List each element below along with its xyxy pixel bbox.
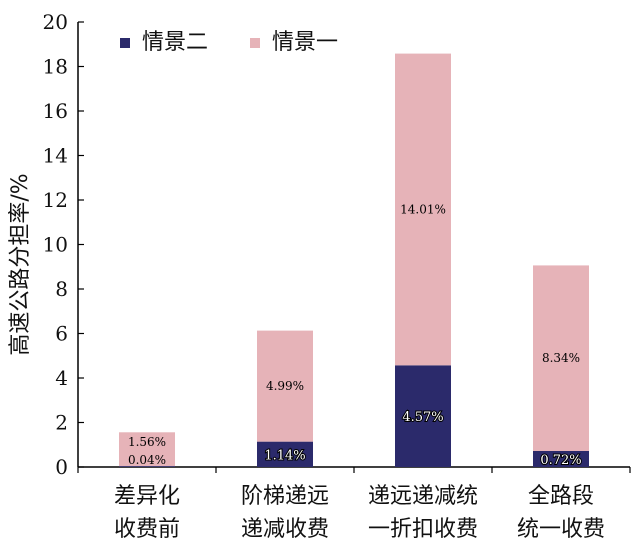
data-labels: 0.04% 1.56% 1.14% 4.99% 4.57% 14.01% 0.72% 8.34… [128,202,583,469]
y-tick-label: 20 [43,10,68,34]
data-label: 14.01% [400,202,446,216]
legend-swatch [250,38,260,48]
data-label: 0.72% [540,453,581,468]
y-axis-label: 高速公路分担率/% [8,173,33,355]
y-tick-label: 2 [55,411,68,435]
x-tick-label: 阶梯递远 [241,484,329,509]
bar-segment [533,450,589,467]
x-tick-label: 全路段 [528,484,594,509]
bar-segment [533,265,589,451]
data-label: 4.99% [266,379,304,393]
y-tick-label: 12 [43,188,68,212]
y-tick-label: 18 [43,55,68,79]
bar-segment [119,466,175,467]
y-tick-label: 10 [43,233,68,257]
y-tick-label: 6 [55,322,68,346]
data-label: 8.34% [542,351,580,365]
y-tick-label: 0 [55,455,68,479]
x-tick-label: 递减收费 [241,517,329,542]
bar-segment [257,330,313,442]
x-tick-label: 一折扣收费 [368,517,478,542]
x-tick-label: 差异化 [114,484,180,509]
x-tick-label: 统一收费 [517,517,605,542]
data-label: 0.04% [128,453,166,467]
bar-segment [395,53,451,366]
legend: 情景二 情景一 [120,30,338,55]
data-label: 1.56% [128,435,166,449]
y-tick-label: 8 [55,277,68,301]
x-tick-label: 收费前 [114,517,180,542]
bar-segment [257,441,313,467]
bars [119,53,589,467]
y-tick-label: 16 [43,99,68,123]
data-label: 1.14% [264,448,305,463]
legend-label: 情景一 [272,30,338,55]
y-tick-label: 14 [43,144,68,168]
data-label: 4.57% [402,410,443,425]
legend-label: 情景二 [142,30,208,55]
bar-segment [395,365,451,467]
x-tick-label: 递远递减统 [368,484,478,509]
bar-segment [119,432,175,467]
legend-swatch [120,38,130,48]
y-tick-label: 4 [55,366,68,390]
